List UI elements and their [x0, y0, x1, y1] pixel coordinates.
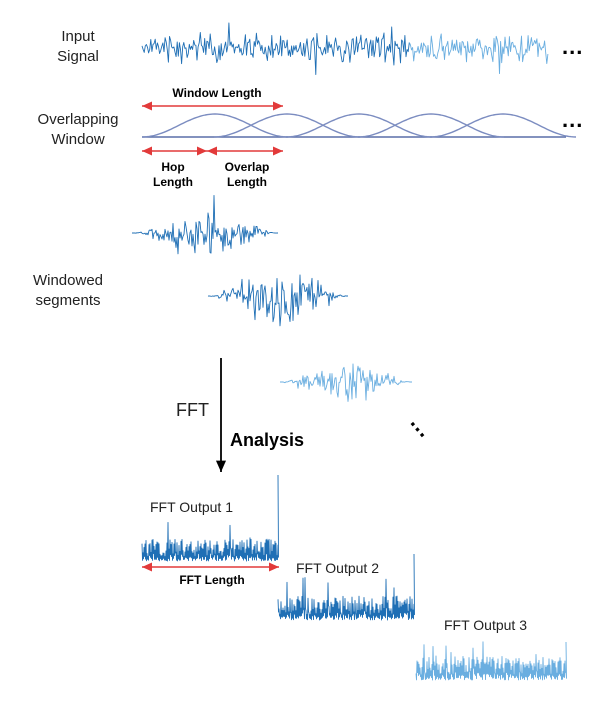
input-signal-label-line1: Input [61, 28, 95, 45]
input-signal-label: Input Signal [48, 27, 108, 67]
windows-ellipsis: ... [562, 107, 584, 132]
windowed-segment-1-trace [132, 194, 278, 255]
window-curve-4 [357, 113, 505, 138]
fft-output-2-trace [277, 553, 415, 621]
window-length-label: Window Length [172, 86, 262, 100]
analysis-label: Analysis [230, 430, 305, 450]
window-curve-1 [141, 113, 289, 138]
hop-length-label-line1: Hop [161, 160, 185, 174]
fft-output-3-spectrum [415, 641, 567, 681]
input-signal-ellipsis: ... [562, 34, 584, 59]
input-signal-label-line2: Signal [57, 48, 99, 65]
fft-output-2-spectrum [277, 553, 415, 621]
overlap-length-label-line1: Overlap [224, 160, 270, 174]
fft-output-3-label: FFT Output 3 [444, 617, 527, 633]
fft-output-1-trace [141, 474, 279, 562]
input-signal-trace-main [141, 22, 410, 75]
overlapping-window-label-line1: Overlapping [37, 111, 119, 128]
overlapping-windows [141, 113, 577, 138]
fft-output-2-label: FFT Output 2 [296, 560, 379, 576]
window-curve-5 [429, 113, 577, 138]
overlap-length-label: Overlap Length [216, 160, 278, 190]
windowed-segment-2-trace [207, 274, 348, 327]
fft-length-label: FFT Length [179, 573, 245, 587]
overlap-length-label-line2: Length [227, 175, 267, 189]
windowed-segment-1 [132, 194, 278, 255]
hop-length-label-line2: Length [153, 175, 193, 189]
windowed-segments-label-line1: Windowed [32, 272, 104, 289]
window-curve-3 [285, 113, 433, 138]
hop-length-label: Hop Length [148, 160, 198, 190]
window-curve-2 [213, 113, 361, 138]
windowed-segments-label: Windowed segments [18, 271, 118, 311]
overlapping-window-label-line2: Window [51, 131, 105, 148]
fft-output-3-trace [415, 641, 567, 681]
fft-output-1-label: FFT Output 1 [150, 499, 233, 515]
fft-output-1-spectrum [141, 474, 279, 562]
overlapping-window-label: Overlapping Window [28, 110, 128, 150]
input-signal-trace-tail [408, 33, 549, 75]
input-signal-waveform [141, 22, 549, 75]
fft-label: FFT [176, 400, 209, 420]
windowed-segment-3 [280, 363, 412, 402]
windowed-segments-label-line2: segments [35, 292, 101, 309]
windowed-segment-2 [207, 274, 348, 327]
windowed-segment-3-trace [280, 363, 412, 402]
